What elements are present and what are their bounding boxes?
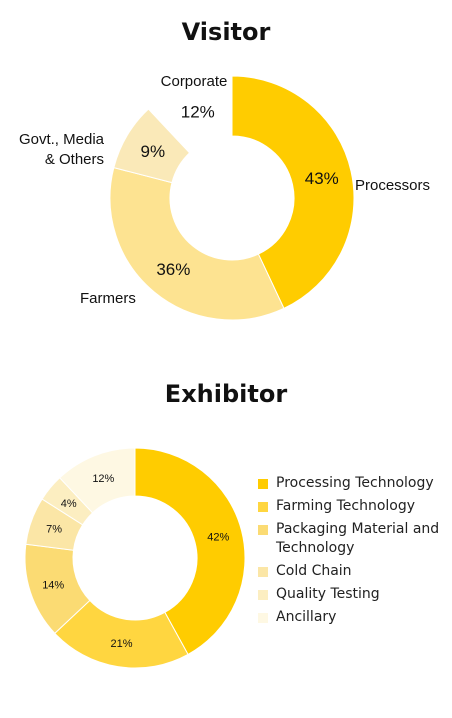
legend-item-cold-chain: Cold Chain xyxy=(258,562,450,581)
exhibitor-legend: Processing Technology Farming Technology… xyxy=(258,474,450,631)
exhibitor-chart-title: Exhibitor xyxy=(164,380,288,408)
visitor-pct-label: 43% xyxy=(305,169,339,188)
legend-item-quality-testing: Quality Testing xyxy=(258,585,450,604)
visitor-pct-label: 36% xyxy=(156,260,190,279)
exhibitor-pct-label: 14% xyxy=(42,579,64,591)
exhibitor-pct-label: 4% xyxy=(61,498,77,510)
visitor-slice-processors xyxy=(231,75,355,310)
legend-label: Processing Technology xyxy=(276,475,434,491)
legend-label: Ancillary xyxy=(276,609,337,625)
exhibitor-pct-label: 12% xyxy=(92,473,114,485)
legend-label: Packaging Material and Technology xyxy=(276,521,440,556)
legend-label: Cold Chain xyxy=(276,563,352,579)
visitor-category-label: Govt., Media xyxy=(19,131,105,148)
legend-swatch xyxy=(258,502,268,512)
legend-swatch xyxy=(258,590,268,600)
visitor-pct-label: 12% xyxy=(181,102,215,121)
visitor-pct-label: 9% xyxy=(141,142,166,161)
visitor-slice-corporate xyxy=(147,75,233,154)
visitor-category-label: & Others xyxy=(45,151,104,168)
legend-swatch xyxy=(258,613,268,623)
legend-item-packaging-material: Packaging Material and Technology xyxy=(258,520,450,558)
legend-item-farming-technology: Farming Technology xyxy=(258,497,450,516)
legend-label: Farming Technology xyxy=(276,498,416,514)
exhibitor-slice-processing-technology xyxy=(134,447,246,656)
legend-swatch xyxy=(258,479,268,489)
legend-item-processing-technology: Processing Technology xyxy=(258,474,450,493)
legend-label: Quality Testing xyxy=(276,586,380,602)
visitor-chart-title: Visitor xyxy=(181,18,271,46)
visitor-category-label: Processors xyxy=(355,177,430,194)
visitor-category-label: Corporate xyxy=(161,73,228,90)
legend-swatch xyxy=(258,525,268,535)
legend-swatch xyxy=(258,567,268,577)
exhibitor-pct-label: 21% xyxy=(111,638,133,650)
visitor-slice-farmers xyxy=(109,167,285,321)
legend-item-ancillary: Ancillary xyxy=(258,608,450,627)
visitor-category-label: Farmers xyxy=(80,290,136,307)
exhibitor-slice-ancillary xyxy=(58,447,136,514)
exhibitor-pct-label: 42% xyxy=(207,531,229,543)
exhibitor-pct-label: 7% xyxy=(46,524,62,536)
